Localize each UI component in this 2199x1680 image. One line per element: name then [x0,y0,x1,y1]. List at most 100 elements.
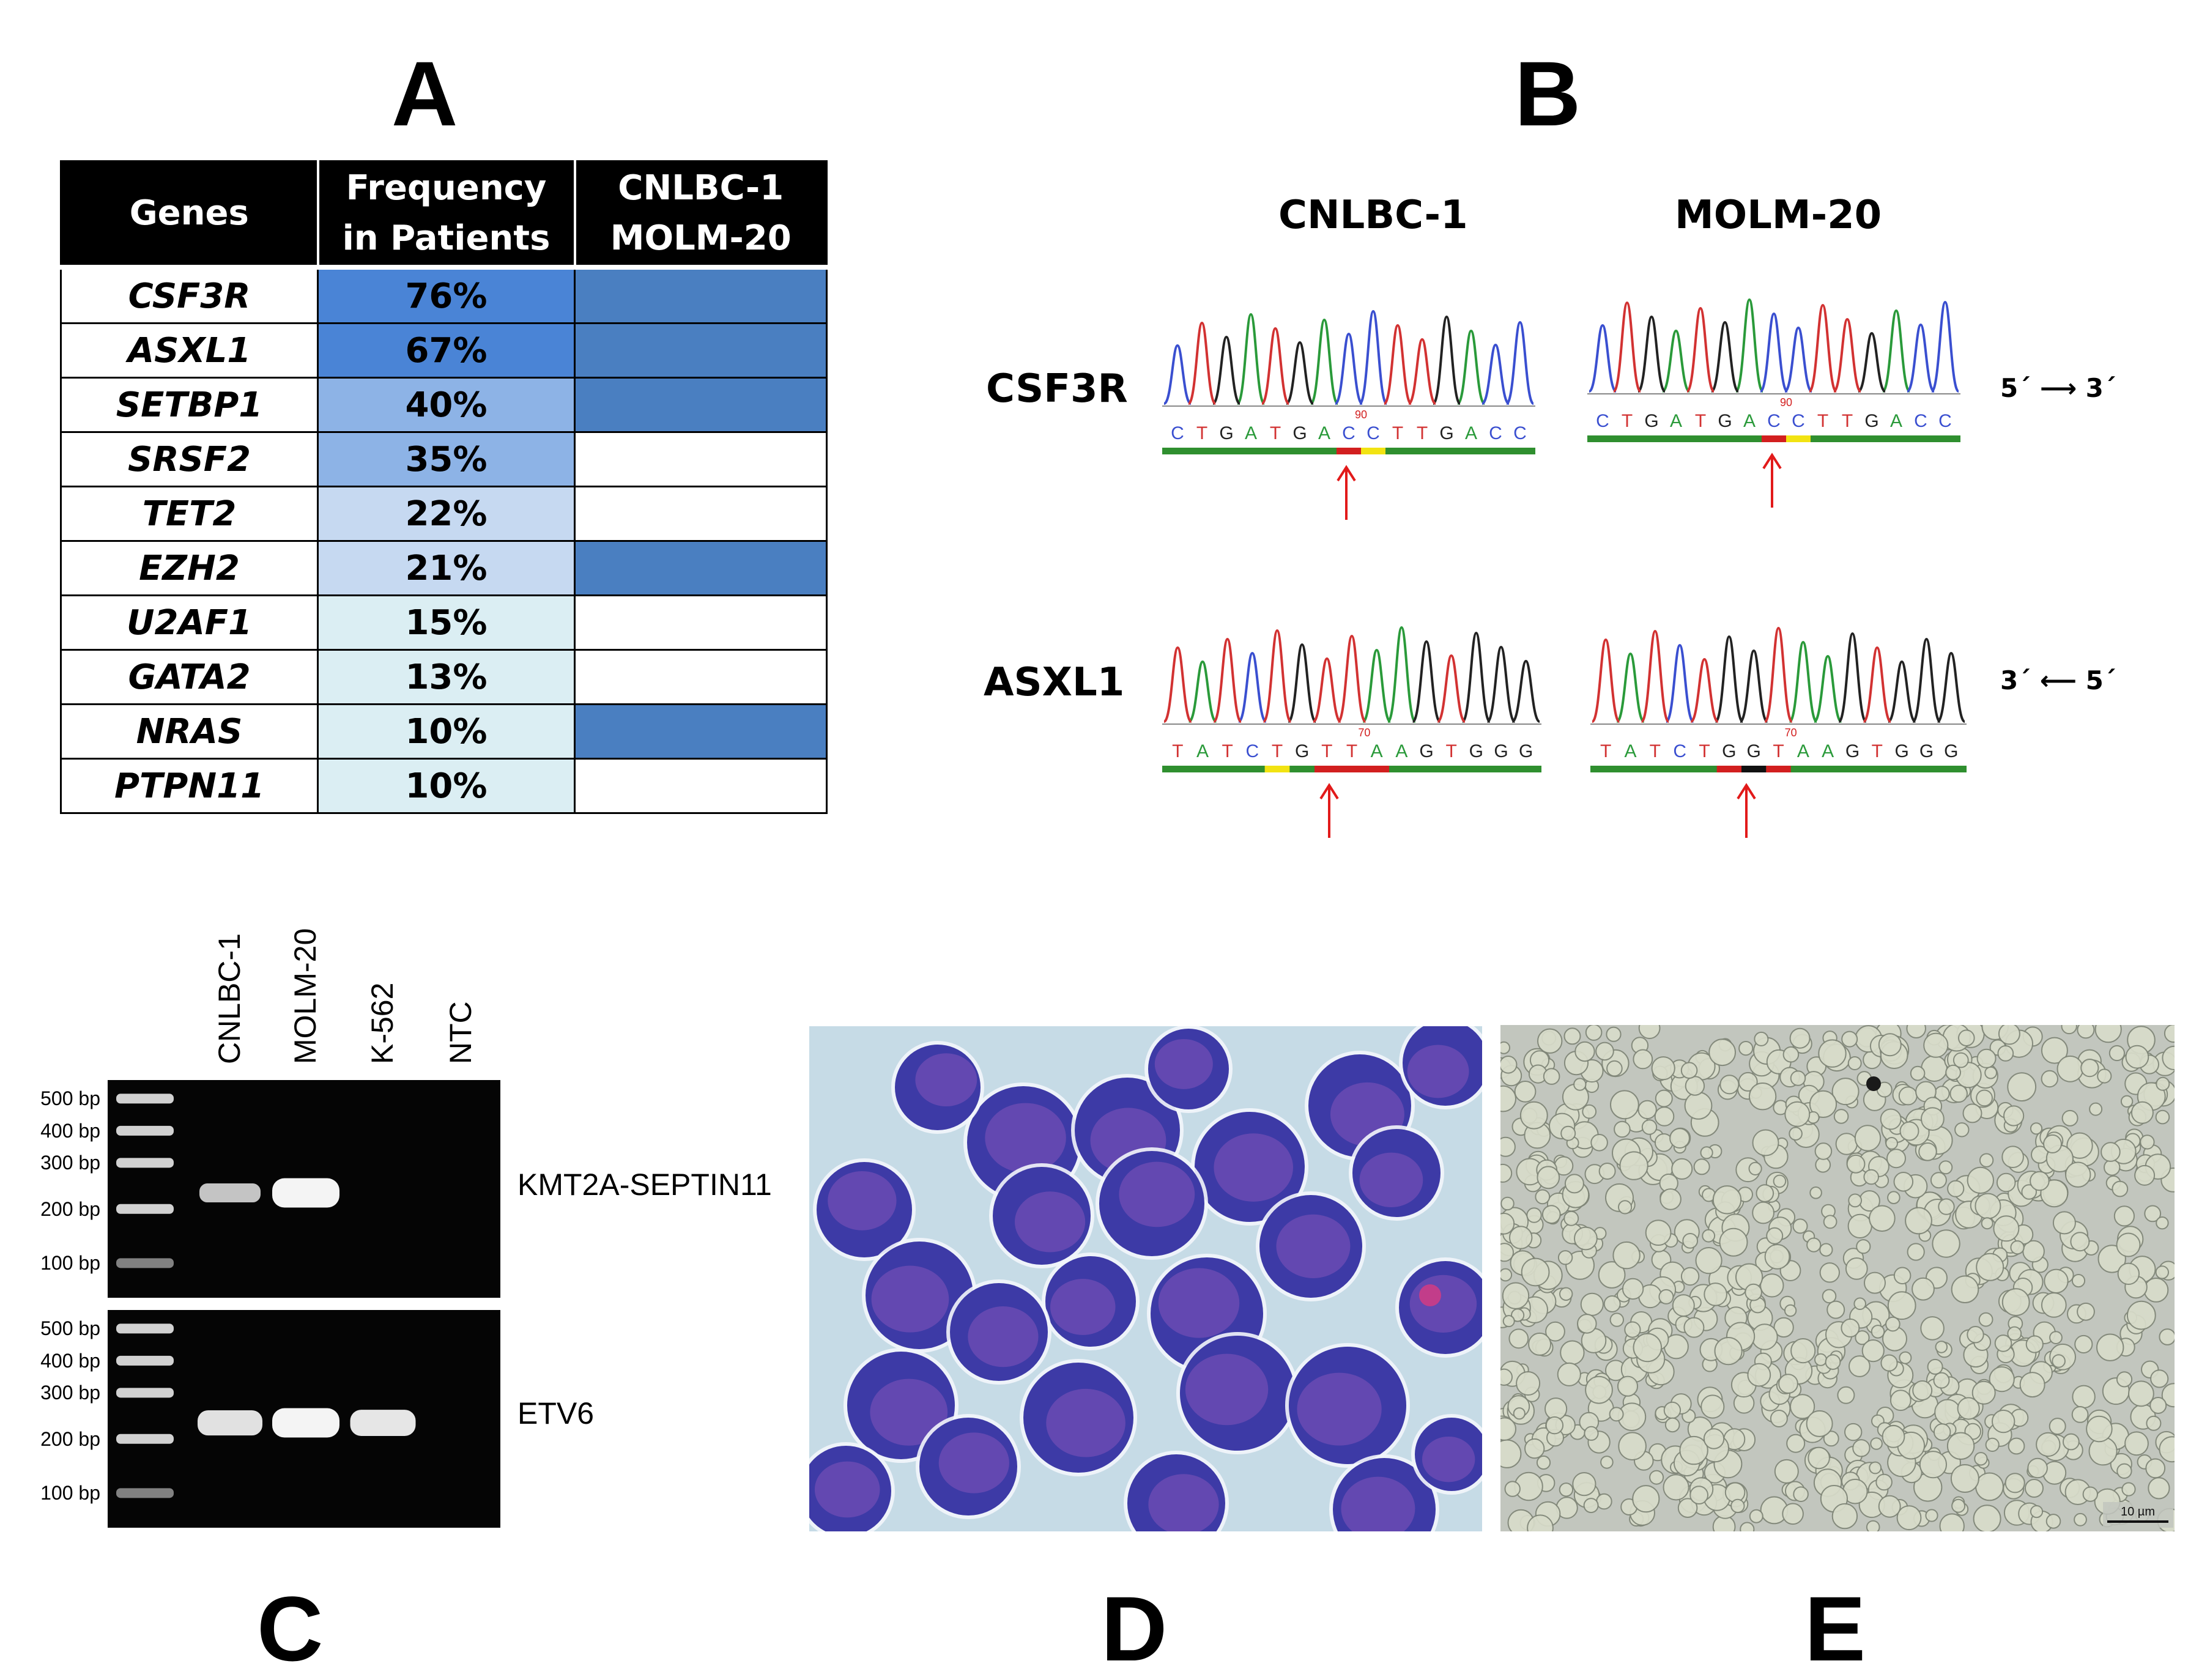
quality-bar-highlight [1716,766,1741,772]
quality-bar-highlight [1364,766,1389,772]
stained-cell [891,1041,984,1134]
ladder-size-label: 200 bp [40,1197,100,1220]
quality-bar-highlight [1315,766,1340,772]
ladder-size-label: 500 bp [40,1087,100,1110]
gene-name-cell: SRSF2 [60,431,319,487]
quality-bar-highlight [1337,448,1361,454]
chromatogram-peaks-t [1187,321,1437,405]
seq-direction-csf3r: 5´ ⟶ 3´ [2000,373,2116,403]
gel-band [350,1410,416,1437]
gene-name-cell: GATA2 [60,649,319,705]
mutation-arrow-head-icon [1319,783,1339,800]
ladder-size-label: 100 bp [40,1482,100,1504]
quality-bar-highlight [1361,448,1385,454]
cell-line-mutation-cell [574,540,828,596]
ladder-band [116,1093,174,1104]
cell-line-mutation-cell [574,758,828,814]
stained-cell [989,1163,1094,1268]
base-position-number: 70 [1785,727,1797,739]
gel-band [272,1178,339,1208]
chromatogram-peaks-c [1237,651,1267,723]
panel-label-e: E [1804,1577,1866,1680]
ladder-size-label: 500 bp [40,1317,100,1340]
frequency-cell: 13% [317,649,576,705]
chromatogram-peaks-g [1637,315,1886,393]
gene-name-cell: SETBP1 [60,377,319,433]
ladder-band [116,1258,174,1268]
stained-cell [1144,1026,1233,1113]
base-position-number: 90 [1355,409,1367,421]
table-row: NRAS 10% [60,703,828,760]
gel-images [108,1080,500,1528]
table-row: CSF3R 76% [60,265,828,324]
debris-particle [1866,1076,1881,1091]
frequency-cell: 15% [317,594,576,651]
quality-bar-highlight [1786,435,1811,442]
table-row: SETBP1 40% [60,377,828,433]
chromatogram-peaks-a [1188,626,1417,723]
mutation-arrow-head-icon [1337,465,1356,482]
stained-cell [916,1414,1021,1519]
gene-name-cell: U2AF1 [60,594,319,651]
gene-name-cell: CSF3R [60,265,319,324]
panel-label-b: B [1515,42,1581,145]
chromatogram-peaks-a [1236,313,1486,405]
micrograph-e-cell-culture: 10 µm [1500,1025,2175,1531]
cell-line-mutation-cell [574,486,828,542]
chromatogram-trace: 70 T A T C T G G T A A G T G G G [1590,626,1967,838]
table-row: ASXL1 67% [60,322,828,379]
stained-cell [1349,1125,1444,1221]
quality-bar-highlight [1264,766,1290,772]
ladder-band [116,1434,174,1444]
cell-line-mutation-cell [574,322,828,379]
scale-bar-label: 10 µm [2121,1505,2155,1519]
stained-cell [1020,1359,1137,1476]
base-position-number: 90 [1780,396,1792,409]
gel-name-etv6: ETV6 [517,1396,595,1430]
gel-lane-label-molm20: MOLM-20 [288,928,322,1064]
gel-image-1 [108,1080,500,1298]
table-row: SRSF2 35% [60,431,828,487]
cultured-cells [1500,1025,2175,1531]
table-row: PTPN11 10% [60,758,828,814]
ladder-size-label: 200 bp [40,1427,100,1450]
cell-line-mutation-cell [574,431,828,487]
gel-band [272,1408,339,1438]
panel-label-a: A [391,42,458,145]
gene-name-cell: NRAS [60,703,319,760]
chromatogram-trace: 90 C T G A T G A C C T T G A C C [1162,309,1535,520]
stained-cell [1096,1147,1208,1260]
gel-band [199,1183,261,1203]
table-row: U2AF1 15% [60,594,828,651]
chromatogram-peaks-g [1212,315,1461,405]
small-cell [1419,1284,1441,1306]
ladder-size-label: 400 bp [40,1349,100,1372]
ladder-band [116,1355,174,1366]
ladder-band [116,1204,174,1214]
chromatogram-peaks-t [1612,301,1862,393]
gene-name-cell: PTPN11 [60,758,319,814]
table-header-row: Genes Frequency in Patients CNLBC-1 MOLM-2… [60,160,828,268]
stained-cell [946,1279,1051,1385]
frequency-cell: 35% [317,431,576,487]
chromatogram-peaks-c [1588,300,1960,393]
gel-name-kmt2a: KMT2A-SEPTIN11 [517,1167,772,1202]
chromatogram-peaks-t [1163,629,1466,723]
quality-bar-highlight [1741,766,1767,772]
chromatogram-trace: 70 T A T C T G T T A A G T G G G [1162,626,1541,838]
seq-direction-asxl1: 3´ ⟵ 5´ [2000,665,2116,695]
seq-row-label-csf3r: CSF3R [986,366,1128,412]
stained-cell [1256,1191,1366,1301]
gene-name-cell: TET2 [60,486,319,542]
ladder-size-label: 300 bp [40,1152,100,1174]
stained-cell [1285,1343,1410,1468]
stained-cell [1399,1026,1482,1109]
scale-bar-background [2103,1502,2173,1528]
cell-line-mutation-cell [574,265,828,324]
chromatogram-peaks-t [1591,626,1892,723]
micrograph-d-stained-cells [809,1026,1482,1531]
gel-lane-label-ntc: NTC [443,1001,478,1064]
